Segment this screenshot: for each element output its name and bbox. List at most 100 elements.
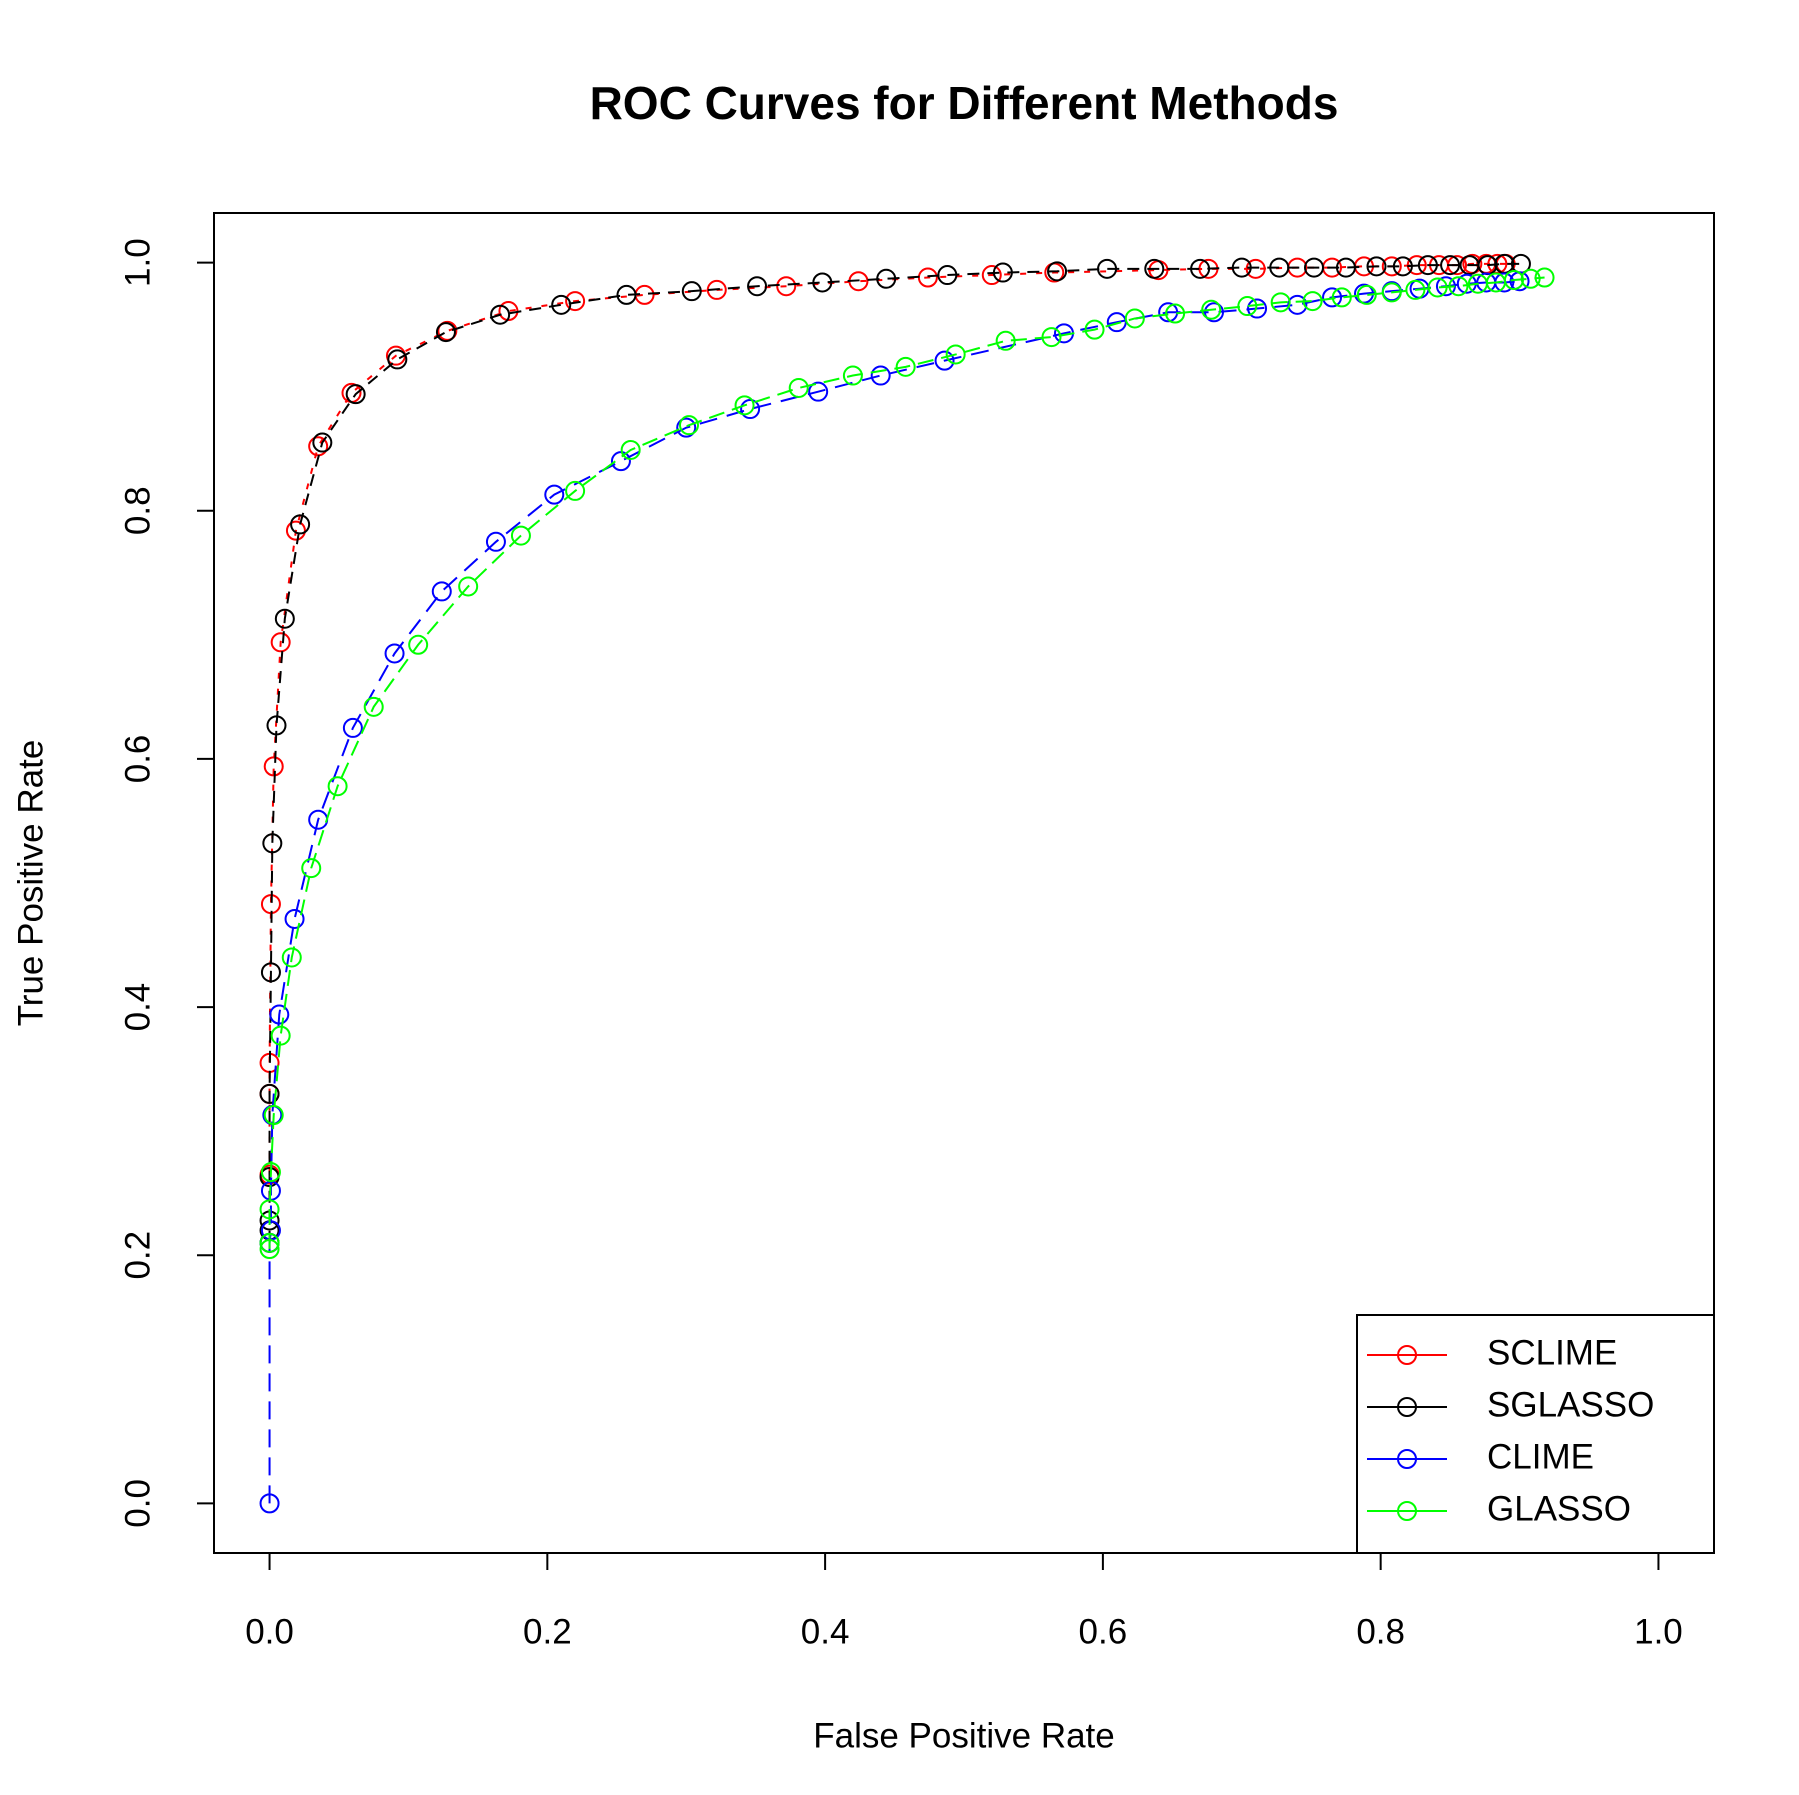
- legend-label: GLASSO: [1487, 1489, 1631, 1528]
- data-point: [870, 365, 891, 386]
- legend-marker: [1397, 1501, 1417, 1521]
- data-point: [934, 350, 955, 371]
- data-point: [274, 608, 295, 629]
- data-point: [1520, 268, 1541, 289]
- data-point: [1435, 276, 1456, 297]
- data-point: [345, 384, 366, 405]
- data-point: [1448, 276, 1469, 297]
- data-point: [1534, 267, 1555, 288]
- data-point: [1331, 287, 1352, 308]
- data-point: [788, 377, 809, 398]
- data-point: [437, 320, 458, 341]
- data-point: [281, 947, 302, 968]
- x-tick-label: 0.4: [801, 1612, 850, 1651]
- data-point: [363, 696, 384, 717]
- data-point: [1204, 302, 1224, 323]
- data-point: [384, 643, 405, 664]
- y-tick-label: 0.4: [118, 983, 157, 1032]
- data-point: [1366, 256, 1387, 277]
- x-axis-label: False Positive Rate: [813, 1716, 1115, 1755]
- data-point: [945, 344, 966, 365]
- series-line: [268, 262, 1506, 1175]
- data-point: [1245, 258, 1266, 279]
- legend-label: SCLIME: [1487, 1333, 1617, 1372]
- data-point: [565, 291, 586, 312]
- data-point: [676, 417, 697, 438]
- chart-title: ROC Curves for Different Methods: [590, 77, 1339, 129]
- data-point: [551, 294, 572, 315]
- data-point: [876, 268, 897, 289]
- data-point: [1097, 258, 1118, 279]
- data-point: [301, 858, 322, 879]
- data-point: [263, 1105, 284, 1126]
- data-point: [1158, 302, 1179, 323]
- data-point: [1237, 296, 1258, 317]
- legend-marker: [1397, 1345, 1417, 1365]
- legend-marker: [1397, 1397, 1417, 1417]
- data-point: [565, 480, 586, 501]
- data-point: [485, 531, 506, 552]
- data-point: [1381, 282, 1402, 303]
- series-line: [268, 280, 1520, 1504]
- data-point: [995, 330, 1016, 351]
- data-point: [706, 279, 727, 300]
- data-point: [747, 276, 768, 297]
- data-point: [312, 432, 333, 453]
- data-point: [1405, 279, 1426, 300]
- data-point: [937, 265, 958, 286]
- y-tick-label: 0.6: [118, 735, 157, 784]
- data-point: [1417, 255, 1438, 276]
- data-point: [1190, 258, 1211, 279]
- data-point: [1124, 308, 1145, 329]
- y-tick-label: 1.0: [118, 238, 157, 287]
- data-point: [269, 1004, 290, 1025]
- data-point: [458, 576, 479, 597]
- data-point: [1304, 257, 1324, 278]
- legend-label: SGLASSO: [1487, 1385, 1654, 1424]
- y-tick-label: 0.0: [118, 1479, 157, 1528]
- data-point: [734, 395, 755, 416]
- data-point: [1440, 255, 1461, 276]
- data-point: [263, 756, 284, 777]
- data-point: [260, 962, 281, 983]
- data-point: [1165, 303, 1186, 324]
- data-point: [1322, 287, 1343, 308]
- y-axis-label: True Positive Rate: [11, 740, 50, 1027]
- data-point: [1392, 256, 1413, 277]
- data-point: [616, 284, 637, 305]
- data-point: [981, 265, 1002, 286]
- data-point: [776, 276, 797, 297]
- data-point: [262, 833, 283, 854]
- data-point: [1231, 257, 1252, 278]
- data-point: [285, 520, 306, 541]
- data-point: [342, 717, 363, 738]
- data-point: [259, 1239, 280, 1260]
- data-point: [1270, 292, 1291, 313]
- x-tick-label: 0.6: [1079, 1612, 1128, 1651]
- data-point: [740, 399, 761, 420]
- data-point: [1302, 291, 1323, 312]
- y-tick-label: 0.2: [118, 1231, 157, 1280]
- data-point: [842, 365, 863, 386]
- legend-label: CLIME: [1487, 1437, 1594, 1476]
- data-point: [1041, 327, 1062, 348]
- data-point: [808, 381, 829, 402]
- data-point: [490, 304, 511, 325]
- x-tick-label: 0.8: [1356, 1612, 1405, 1651]
- data-point: [895, 356, 916, 377]
- data-point: [284, 908, 305, 929]
- data-point: [260, 1162, 281, 1183]
- data-point: [1335, 257, 1356, 278]
- y-tick-label: 0.8: [118, 486, 157, 535]
- data-point: [387, 349, 408, 370]
- x-tick-label: 0.2: [523, 1612, 572, 1651]
- data-point: [510, 525, 531, 546]
- data-point: [620, 439, 641, 460]
- data-point: [1247, 298, 1268, 319]
- data-point: [259, 1083, 280, 1104]
- data-point: [1201, 299, 1222, 320]
- series-line: [268, 262, 1521, 1243]
- data-point: [1504, 270, 1524, 290]
